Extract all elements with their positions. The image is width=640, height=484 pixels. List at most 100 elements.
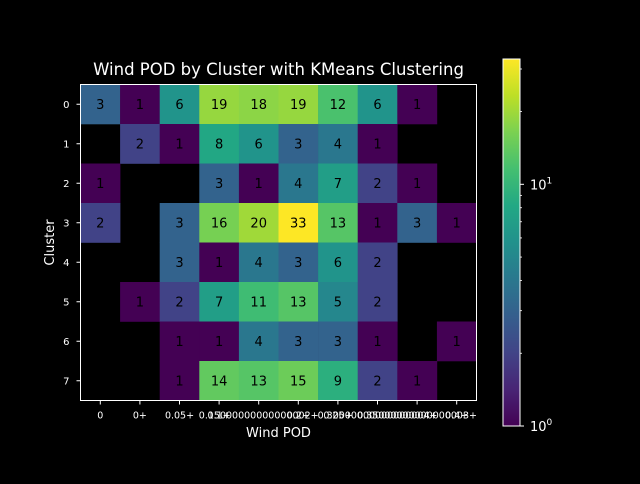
heatmap-cell bbox=[318, 203, 358, 243]
cell-value-label: 1 bbox=[413, 98, 421, 113]
colorbar bbox=[502, 58, 521, 427]
cell-value-label: 1 bbox=[215, 335, 223, 350]
cell-value-label: 1 bbox=[136, 98, 144, 113]
x-tick-label: 0.30000000000000004+ bbox=[318, 411, 438, 422]
cell-value-label: 8 bbox=[215, 137, 223, 152]
cell-value-label: 4 bbox=[255, 335, 263, 350]
heatmap-cell bbox=[318, 361, 358, 401]
cell-value-label: 12 bbox=[330, 98, 347, 113]
x-tick-label: 0.2+ bbox=[287, 411, 310, 422]
heatmap-cell bbox=[199, 203, 240, 243]
y-tick-label: 2 bbox=[63, 179, 69, 190]
heatmap-cell bbox=[318, 124, 358, 164]
cell-value-label: 2 bbox=[175, 295, 183, 310]
heatmap-cell bbox=[199, 84, 240, 125]
heatmap-cell bbox=[238, 124, 279, 164]
y-tick-label: 3 bbox=[63, 218, 69, 229]
colorbar-tick-label: 101 bbox=[530, 176, 552, 193]
heatmap-cell bbox=[80, 163, 121, 204]
heatmap-cell bbox=[357, 203, 398, 243]
cell-value-label: 18 bbox=[250, 98, 267, 113]
heatmap-cell bbox=[159, 124, 200, 164]
cell-value-label: 1 bbox=[453, 335, 461, 350]
x-tick-label: 0.15000000000000002+ bbox=[199, 411, 319, 422]
heatmap-cell bbox=[278, 84, 319, 125]
cell-value-label: 3 bbox=[175, 216, 183, 231]
chart-title: Wind POD by Cluster with KMeans Clusteri… bbox=[93, 60, 464, 79]
heatmap-cell bbox=[199, 124, 240, 164]
heatmap-cell bbox=[238, 203, 279, 243]
heatmap-cell bbox=[397, 203, 438, 243]
x-axis-label: Wind POD bbox=[246, 426, 311, 441]
cell-value-label: 6 bbox=[373, 98, 381, 113]
heatmap-cell bbox=[397, 84, 438, 125]
cell-value-label: 3 bbox=[175, 256, 183, 271]
cell-value-label: 3 bbox=[413, 216, 421, 231]
cell-value-label: 19 bbox=[211, 98, 228, 113]
heatmap-cell bbox=[238, 242, 279, 283]
heatmap-cell bbox=[80, 203, 121, 243]
cell-value-label: 1 bbox=[136, 295, 144, 310]
cell-value-label: 9 bbox=[334, 374, 342, 389]
cell-value-label: 1 bbox=[373, 137, 381, 152]
cell-value-label: 33 bbox=[290, 216, 307, 231]
x-axis-ticks: 0 0+ 0.05+ 0.1+0.15000000000000002+0.2+ 0.25… bbox=[97, 400, 477, 422]
cell-value-label: 3 bbox=[334, 335, 342, 350]
heatmap-cell bbox=[199, 163, 240, 204]
cell-value-label: 4 bbox=[334, 137, 342, 152]
y-tick-label: 6 bbox=[63, 337, 69, 348]
cell-value-label: 11 bbox=[250, 295, 267, 310]
cell-value-label: 3 bbox=[96, 98, 104, 113]
cell-value-label: 1 bbox=[373, 216, 381, 231]
cell-value-label: 1 bbox=[96, 177, 104, 192]
colorbar-tick-label: 100 bbox=[530, 418, 553, 435]
cell-value-label: 4 bbox=[255, 256, 263, 271]
heatmap-cell bbox=[436, 321, 477, 362]
heatmap-cell bbox=[238, 282, 279, 322]
heatmap-cell bbox=[120, 282, 160, 322]
y-axis-ticks: 0 1 2 3 4 5 6 7 bbox=[63, 100, 81, 387]
cell-value-label: 3 bbox=[294, 137, 302, 152]
heatmap-cells: 3 1 6 19 18 19 12 6 12 1 8 6 3 4 11 3 1 4 7 2 12 3 16 20 33 13 1 3 1… bbox=[80, 84, 477, 401]
x-tick-label: 0+ bbox=[133, 411, 147, 422]
heatmap-cell bbox=[357, 84, 398, 125]
cell-value-label: 6 bbox=[175, 98, 183, 113]
heatmap-cell bbox=[159, 321, 200, 362]
heatmap-cell bbox=[278, 282, 319, 322]
cell-value-label: 13 bbox=[250, 374, 267, 389]
cell-value-label: 1 bbox=[175, 374, 183, 389]
cell-value-label: 16 bbox=[211, 216, 228, 231]
x-tick-label: 0.1+ bbox=[208, 411, 231, 422]
heatmap-cell bbox=[199, 321, 240, 362]
colorbar-ticks: 100 101 bbox=[520, 68, 553, 435]
heatmap-cell bbox=[357, 163, 398, 204]
cell-value-label: 13 bbox=[330, 216, 347, 231]
heatmap-cell bbox=[199, 242, 240, 283]
heatmap-cell bbox=[357, 242, 398, 283]
heatmap-cell bbox=[159, 282, 200, 322]
heatmap-cell bbox=[120, 84, 160, 125]
cell-value-label: 19 bbox=[290, 98, 307, 113]
heatmap-cell bbox=[278, 203, 319, 243]
plot-frame bbox=[80, 84, 477, 401]
x-tick-label: 0.05+ bbox=[165, 411, 194, 422]
cell-value-label: 3 bbox=[215, 177, 223, 192]
heatmap-cell bbox=[120, 124, 160, 164]
cell-value-label: 1 bbox=[413, 374, 421, 389]
heatmap-cell bbox=[238, 361, 279, 401]
heatmap-cell bbox=[318, 321, 358, 362]
cell-value-label: 13 bbox=[290, 295, 307, 310]
heatmap-cell bbox=[357, 361, 398, 401]
x-tick-label: 0.35000000000000003+ bbox=[357, 411, 477, 422]
heatmap-cell bbox=[80, 84, 121, 125]
heatmap-cell bbox=[357, 124, 398, 164]
cell-value-label: 1 bbox=[215, 256, 223, 271]
cell-value-label: 1 bbox=[413, 177, 421, 192]
heatmap-cell bbox=[278, 124, 319, 164]
heatmap-cell bbox=[318, 242, 358, 283]
cell-value-label: 1 bbox=[453, 216, 461, 231]
cell-value-label: 3 bbox=[294, 256, 302, 271]
heatmap-cell bbox=[238, 163, 279, 204]
heatmap-cell bbox=[318, 163, 358, 204]
